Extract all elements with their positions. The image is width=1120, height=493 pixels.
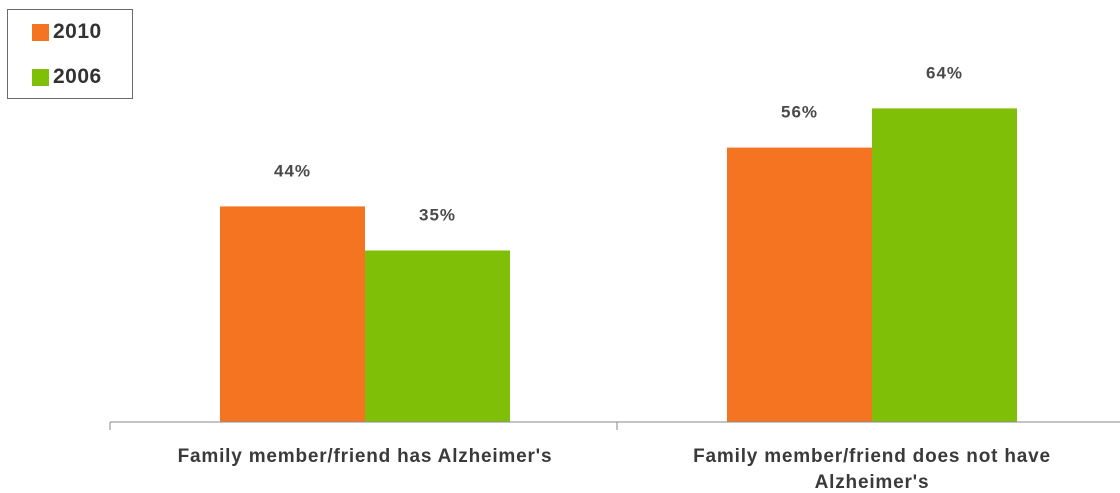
legend: 2010 2006 — [7, 9, 133, 99]
bar-2010-cat-0 — [220, 206, 365, 422]
bar-2006-cat-0 — [365, 250, 510, 422]
category-label-1-line-0: Family member/friend does not have — [693, 446, 1051, 467]
legend-item-series-0: 2010 — [32, 20, 102, 44]
bars-group — [220, 108, 1017, 423]
value-label-2006-cat-0: 35% — [419, 206, 456, 225]
legend-swatch-series-1 — [32, 68, 49, 86]
category-labels-group: Family member/friend has Alzheimer's Fami… — [178, 446, 1051, 493]
category-label-0-line-0: Family member/friend has Alzheimer's — [178, 446, 553, 467]
value-label-2010-cat-0: 44% — [274, 161, 311, 180]
x-axis — [109, 421, 1120, 430]
legend-label-series-1: 2006 — [53, 65, 102, 88]
legend-label-series-0: 2010 — [53, 20, 102, 43]
value-label-2010-cat-1: 56% — [781, 103, 818, 122]
bar-2006-cat-1 — [872, 108, 1017, 423]
bar-2010-cat-1 — [727, 147, 872, 422]
legend-item-series-1: 2006 — [32, 65, 102, 89]
value-label-2006-cat-1: 64% — [926, 63, 963, 82]
value-labels-group: 44% 35% 56% 64% — [274, 63, 963, 225]
category-label-1-line-1: Alzheimer's — [815, 472, 930, 493]
legend-swatch-series-0 — [32, 23, 49, 41]
